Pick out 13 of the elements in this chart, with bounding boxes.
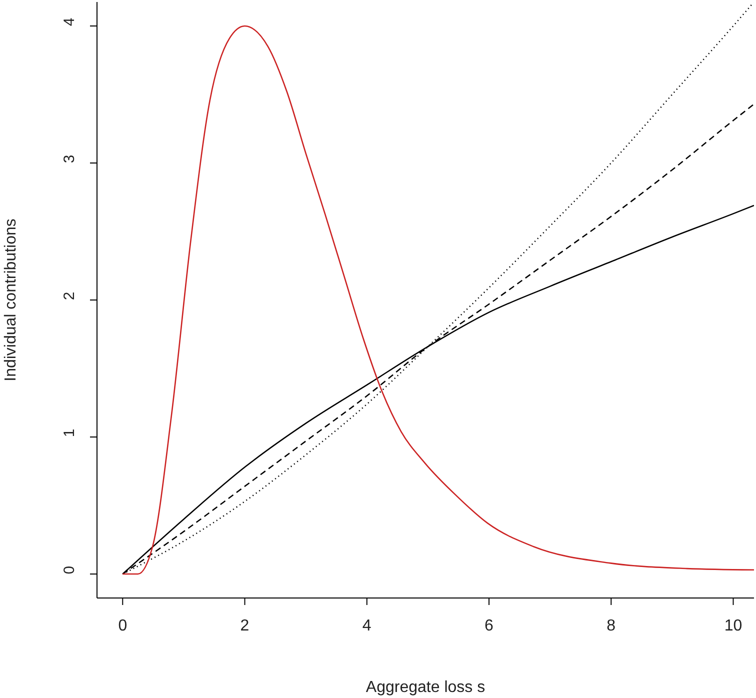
y-axis-title: Individual contributions xyxy=(2,218,20,382)
x-tick-label: 10 xyxy=(724,617,742,634)
x-tick-label: 2 xyxy=(240,617,250,634)
x-tick-label: 8 xyxy=(606,617,616,634)
x-axis-title: Aggregate loss s xyxy=(366,679,486,696)
y-tick-label: 4 xyxy=(61,18,78,26)
y-tick-label: 1 xyxy=(61,428,78,438)
y-tick-label: 2 xyxy=(61,292,78,300)
y-tick-label: 3 xyxy=(61,154,78,164)
x-tick-label: 6 xyxy=(484,617,494,634)
y-tick-label: 0 xyxy=(61,566,78,574)
x-tick-label: 0 xyxy=(118,617,128,634)
x-tick-label: 4 xyxy=(362,617,372,634)
